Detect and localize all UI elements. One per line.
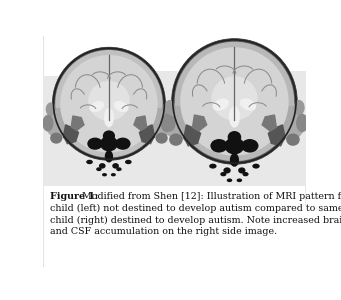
Ellipse shape (286, 134, 300, 146)
Ellipse shape (225, 137, 244, 154)
Ellipse shape (42, 115, 54, 131)
Circle shape (55, 50, 163, 158)
Ellipse shape (147, 108, 173, 138)
Ellipse shape (242, 172, 249, 176)
Ellipse shape (105, 150, 113, 163)
Circle shape (53, 47, 165, 160)
Ellipse shape (223, 167, 231, 173)
Ellipse shape (96, 167, 102, 171)
Ellipse shape (50, 133, 62, 144)
Ellipse shape (227, 178, 232, 182)
Ellipse shape (45, 108, 70, 138)
Ellipse shape (99, 163, 106, 169)
Ellipse shape (112, 163, 119, 169)
Ellipse shape (169, 134, 183, 146)
Ellipse shape (102, 173, 107, 176)
Ellipse shape (103, 130, 115, 142)
Ellipse shape (114, 101, 129, 112)
Ellipse shape (46, 102, 56, 116)
Ellipse shape (237, 178, 242, 182)
Circle shape (60, 55, 158, 152)
Ellipse shape (209, 164, 217, 169)
Polygon shape (268, 125, 285, 146)
Ellipse shape (238, 167, 246, 173)
Ellipse shape (164, 106, 192, 140)
Polygon shape (139, 125, 154, 144)
Ellipse shape (294, 100, 305, 115)
Ellipse shape (155, 133, 168, 144)
Ellipse shape (86, 160, 93, 164)
Ellipse shape (116, 167, 122, 171)
Text: Figure 1:: Figure 1: (50, 192, 98, 201)
Text: child (right) destined to develop autism. Note increased brain size: child (right) destined to develop autism… (50, 215, 341, 224)
Polygon shape (262, 115, 276, 131)
Ellipse shape (164, 115, 176, 131)
Bar (44, 186, 305, 266)
Ellipse shape (100, 136, 118, 152)
Ellipse shape (296, 114, 308, 132)
Circle shape (175, 42, 294, 161)
Ellipse shape (252, 164, 260, 169)
Ellipse shape (162, 102, 172, 116)
Polygon shape (71, 116, 84, 130)
Ellipse shape (213, 98, 229, 111)
Ellipse shape (230, 153, 239, 167)
Ellipse shape (240, 98, 256, 111)
Ellipse shape (87, 138, 103, 150)
Ellipse shape (88, 81, 130, 121)
Ellipse shape (125, 160, 132, 164)
Ellipse shape (161, 114, 173, 132)
Text: child (left) not destined to develop autism compared to same age: child (left) not destined to develop aut… (50, 204, 341, 213)
Polygon shape (193, 115, 207, 131)
Ellipse shape (277, 106, 305, 140)
Ellipse shape (211, 76, 257, 121)
Text: Modified from Shen [12]: Illustration of MRI pattern from: Modified from Shen [12]: Illustration of… (79, 192, 341, 201)
FancyBboxPatch shape (142, 70, 327, 206)
Ellipse shape (115, 138, 131, 150)
Ellipse shape (210, 139, 228, 153)
Ellipse shape (220, 172, 226, 176)
Polygon shape (134, 116, 147, 130)
Circle shape (180, 47, 288, 156)
Ellipse shape (89, 101, 104, 112)
Polygon shape (63, 125, 78, 144)
Ellipse shape (229, 106, 240, 127)
Ellipse shape (104, 108, 114, 127)
Ellipse shape (164, 100, 175, 115)
Ellipse shape (228, 131, 241, 143)
Ellipse shape (241, 139, 258, 153)
FancyBboxPatch shape (26, 76, 192, 198)
Polygon shape (184, 125, 201, 146)
FancyBboxPatch shape (43, 35, 307, 268)
Circle shape (172, 39, 297, 164)
Ellipse shape (111, 173, 116, 176)
Text: and CSF accumulation on the right side image.: and CSF accumulation on the right side i… (50, 227, 277, 236)
